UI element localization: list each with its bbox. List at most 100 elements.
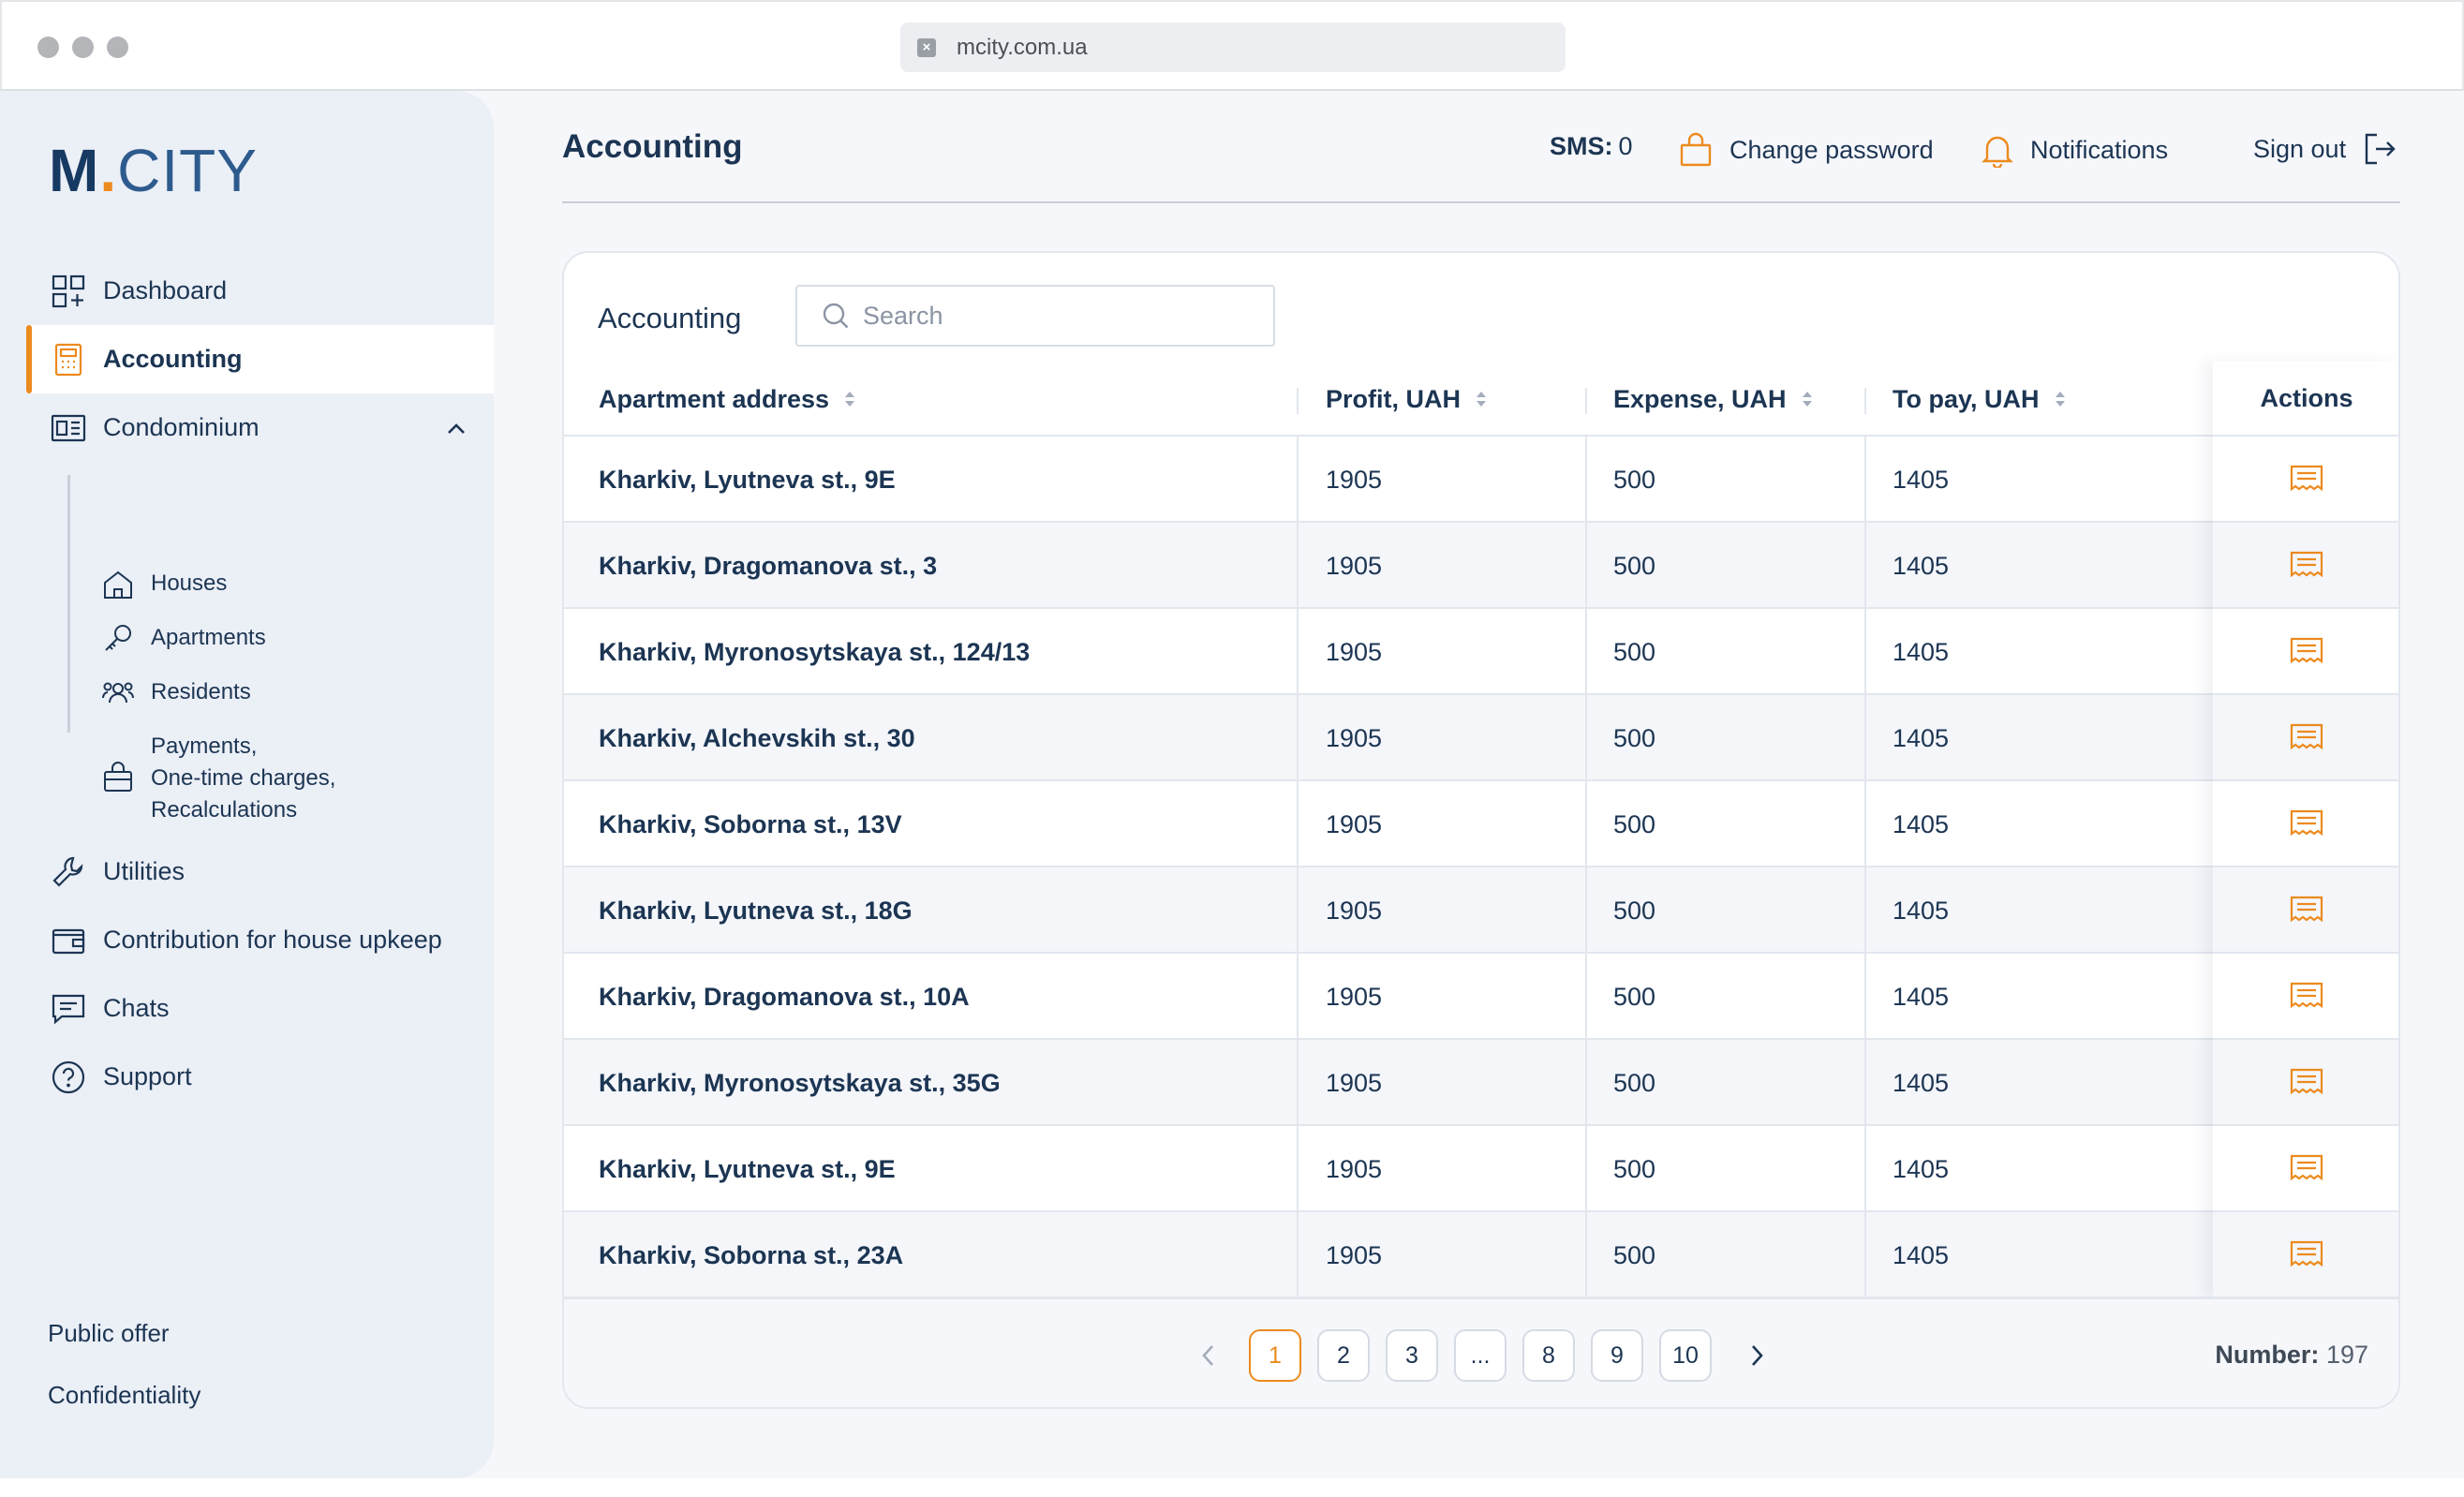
sort-icon[interactable] <box>844 391 855 408</box>
sidebar-subitem-label: Apartments <box>151 625 266 650</box>
sidebar-item-utilities[interactable]: Utilities <box>26 837 494 906</box>
window-minimize-dot[interactable] <box>72 37 94 58</box>
sort-icon[interactable] <box>2055 391 2066 408</box>
cell-divider <box>1864 867 1866 954</box>
receipt-icon[interactable] <box>2289 636 2324 666</box>
sidebar-item-dashboard[interactable]: Dashboard <box>26 257 494 325</box>
receipt-icon[interactable] <box>2289 1239 2324 1269</box>
column-header-address[interactable]: Apartment address <box>599 362 855 437</box>
table-row[interactable]: Kharkiv, Alchevskih st., 30 1905 500 140… <box>564 695 2398 781</box>
sidebar-subitem-payments[interactable]: Payments, One-time charges, Recalculatio… <box>101 731 335 826</box>
sign-out-button[interactable]: Sign out <box>2253 132 2413 166</box>
cell-divider <box>1585 954 1587 1040</box>
sidebar-item-condominium[interactable]: Condominium <box>26 393 494 462</box>
table-row[interactable]: Kharkiv, Lyutneva st., 9E 1905 500 1405 <box>564 437 2398 523</box>
cell-to-pay: 1405 <box>1893 1154 1950 1183</box>
logo-city: CITY <box>117 137 258 204</box>
table-row[interactable]: Kharkiv, Dragomanova st., 3 1905 500 140… <box>564 523 2398 609</box>
page-button-9[interactable]: 9 <box>1591 1329 1643 1382</box>
confidentiality-link[interactable]: Confidentiality <box>48 1381 201 1409</box>
cell-address: Kharkiv, Lyutneva st., 9E <box>599 465 896 494</box>
sidebar-item-contribution[interactable]: Contribution for house upkeep <box>26 906 494 974</box>
actions-column: Actions <box>2213 362 2398 1298</box>
accounting-card: Accounting Apartment address Profit, UAH… <box>562 251 2400 1409</box>
page-ellipsis[interactable]: ... <box>1454 1329 1507 1382</box>
sort-icon[interactable] <box>1476 391 1487 408</box>
receipt-icon[interactable] <box>2289 1067 2324 1097</box>
cell-profit: 1905 <box>1326 551 1383 580</box>
receipt-icon[interactable] <box>2289 722 2324 752</box>
sidebar-subitem-residents[interactable]: Residents <box>101 676 251 710</box>
header-divider <box>562 201 2400 203</box>
table-row[interactable]: Kharkiv, Soborna st., 23A 1905 500 1405 <box>564 1212 2398 1298</box>
prev-page-button[interactable] <box>1195 1341 1223 1371</box>
sign-out-label: Sign out <box>2253 134 2347 163</box>
logo[interactable]: M.CITY <box>49 133 258 208</box>
column-divider <box>1297 388 1299 414</box>
sidebar-item-support[interactable]: Support <box>26 1043 494 1111</box>
column-header-expense[interactable]: Expense, UAH <box>1613 362 1813 437</box>
page-button-10[interactable]: 10 <box>1659 1329 1712 1382</box>
cell-to-pay: 1405 <box>1893 465 1950 494</box>
public-offer-link[interactable]: Public offer <box>48 1319 170 1347</box>
cell-divider <box>1864 954 1866 1040</box>
cell-divider <box>1585 523 1587 609</box>
page-button-3[interactable]: 3 <box>1386 1329 1438 1382</box>
cell-divider <box>1864 1126 1866 1212</box>
sidebar-subitem-label: Payments, One-time charges, Recalculatio… <box>151 734 336 823</box>
table-row[interactable]: Kharkiv, Myronosytskaya st., 124/13 1905… <box>564 609 2398 695</box>
cell-to-pay: 1405 <box>1893 809 1950 838</box>
cell-address: Kharkiv, Lyutneva st., 18G <box>599 896 913 925</box>
search-box[interactable] <box>795 285 1275 347</box>
receipt-icon[interactable] <box>2289 808 2324 838</box>
column-divider <box>1585 388 1587 414</box>
cell-expense: 500 <box>1613 465 1656 494</box>
chevron-up-icon[interactable] <box>444 417 468 441</box>
row-action-cell <box>2213 867 2398 954</box>
sidebar-item-accounting[interactable]: Accounting <box>26 325 494 393</box>
receipt-icon[interactable] <box>2289 464 2324 494</box>
sort-icon[interactable] <box>1802 391 1813 408</box>
column-header-to-pay[interactable]: To pay, UAH <box>1893 362 2066 437</box>
cell-to-pay: 1405 <box>1893 982 1950 1011</box>
cell-profit: 1905 <box>1326 723 1383 752</box>
cell-address: Kharkiv, Dragomanova st., 10A <box>599 982 970 1011</box>
row-action-cell <box>2213 1040 2398 1126</box>
search-input[interactable] <box>863 301 1238 331</box>
users-icon <box>102 682 134 704</box>
table-row[interactable]: Kharkiv, Soborna st., 13V 1905 500 1405 <box>564 781 2398 867</box>
receipt-icon[interactable] <box>2289 981 2324 1011</box>
receipt-icon[interactable] <box>2289 550 2324 580</box>
cell-profit: 1905 <box>1326 637 1383 666</box>
row-action-cell <box>2213 954 2398 1040</box>
notifications-button[interactable]: Notifications <box>1982 132 2168 168</box>
page-button-2[interactable]: 2 <box>1317 1329 1370 1382</box>
sidebar-subitem-apartments[interactable]: Apartments <box>101 622 266 656</box>
change-password-button[interactable]: Change password <box>1679 132 1934 168</box>
page-button-1[interactable]: 1 <box>1249 1329 1301 1382</box>
sidebar-subitem-houses[interactable]: Houses <box>101 568 227 601</box>
cell-profit: 1905 <box>1326 1154 1383 1183</box>
receipt-icon[interactable] <box>2289 1153 2324 1183</box>
table-row[interactable]: Kharkiv, Dragomanova st., 10A 1905 500 1… <box>564 954 2398 1040</box>
table-row[interactable]: Kharkiv, Lyutneva st., 9E 1905 500 1405 <box>564 1126 2398 1212</box>
cell-address: Kharkiv, Alchevskih st., 30 <box>599 723 915 752</box>
cell-divider <box>1297 695 1299 781</box>
receipt-icon[interactable] <box>2289 895 2324 925</box>
table-row[interactable]: Kharkiv, Lyutneva st., 18G 1905 500 1405 <box>564 867 2398 954</box>
window-maximize-dot[interactable] <box>107 37 128 58</box>
lock-bag-icon <box>1680 132 1712 167</box>
window-close-dot[interactable] <box>37 37 59 58</box>
row-action-cell <box>2213 609 2398 695</box>
column-header-actions: Actions <box>2213 362 2398 437</box>
sidebar-item-label: Support <box>103 1062 192 1090</box>
cell-to-pay: 1405 <box>1893 896 1950 925</box>
page-button-8[interactable]: 8 <box>1522 1329 1575 1382</box>
sidebar-item-chats[interactable]: Chats <box>26 974 494 1043</box>
cell-to-pay: 1405 <box>1893 637 1950 666</box>
column-header-profit[interactable]: Profit, UAH <box>1326 362 1487 437</box>
site-favicon-icon: × <box>917 37 936 57</box>
address-bar[interactable]: × mcity.com.ua <box>900 22 1566 72</box>
table-row[interactable]: Kharkiv, Myronosytskaya st., 35G 1905 50… <box>564 1040 2398 1126</box>
next-page-button[interactable] <box>1743 1341 1771 1371</box>
